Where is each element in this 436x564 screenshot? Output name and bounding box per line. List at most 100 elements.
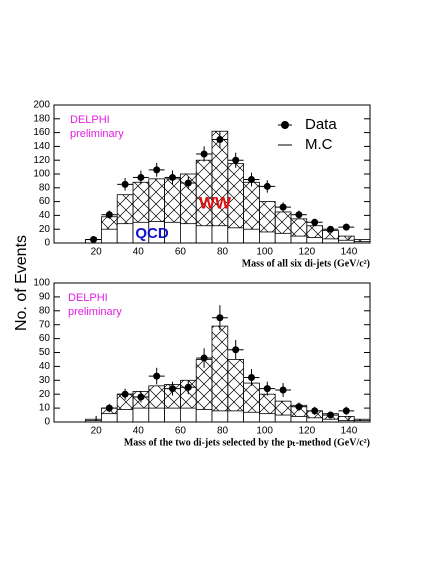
annotation: preliminary [70, 128, 124, 140]
x-axis-label: Mass of the two di-jets selected by the … [124, 437, 370, 448]
qcd-bar [211, 410, 229, 423]
x-tick-label: 20 [91, 426, 103, 437]
x-tick-label: 140 [341, 426, 358, 437]
x-tick-label: 120 [298, 426, 315, 437]
data-point [137, 393, 145, 401]
data-point [327, 411, 334, 419]
qcd-bar [306, 417, 323, 423]
annotation: preliminary [68, 306, 122, 318]
qcd-bar [290, 235, 308, 244]
qcd-bar [258, 413, 276, 423]
plot-frame [53, 282, 371, 423]
data-point [121, 180, 129, 188]
qcd-bar [258, 231, 276, 244]
data-point [105, 404, 113, 412]
x-tick-label: 60 [175, 247, 187, 258]
y-tick-label: 60 [39, 333, 51, 344]
data-point [169, 385, 176, 393]
data-point [216, 136, 224, 143]
qcd-bar [164, 407, 181, 423]
data-point [216, 314, 224, 322]
x-axis-label: Mass of all six di-jets (GeV/c²) [242, 258, 370, 269]
qcd-bar [148, 407, 166, 423]
y-tick-label: 80 [39, 305, 51, 316]
y-tick-label: 20 [39, 224, 51, 235]
x-tick-label: 40 [133, 426, 145, 437]
x-tick-label: 80 [217, 247, 229, 258]
y-tick-label: 100 [33, 169, 50, 180]
qcd-bar [243, 228, 260, 244]
y-tick-label: 20 [39, 389, 51, 400]
y-axis-label: No. of Events [13, 235, 30, 331]
data-point [105, 211, 113, 219]
data-point [121, 390, 129, 398]
data-point [327, 225, 334, 233]
y-tick-label: 60 [39, 196, 51, 207]
y-tick-label: 100 [33, 278, 50, 289]
qcd-bar [306, 237, 323, 244]
x-tick-label: 40 [133, 247, 145, 258]
data-point [232, 156, 240, 164]
qcd-bar [290, 416, 308, 423]
plot-frame [53, 104, 371, 244]
data-point [232, 346, 240, 354]
data-point [248, 176, 255, 184]
qcd-bar [322, 238, 339, 244]
data-point [279, 386, 287, 394]
y-tick-label: 0 [44, 238, 50, 249]
data-point [153, 166, 161, 174]
qcd-bar [101, 413, 118, 423]
y-tick-label: 160 [33, 127, 50, 138]
qcd-bar [195, 409, 213, 423]
data-point [169, 173, 176, 181]
data-point [90, 236, 97, 244]
x-tick-label: 140 [341, 247, 358, 258]
legend-label: M.C [305, 136, 333, 153]
data-point [184, 383, 192, 391]
y-tick-label: 70 [39, 319, 51, 330]
qcd-bar [211, 225, 229, 244]
y-tick-label: 200 [33, 100, 50, 111]
data-point [342, 223, 350, 231]
data-point [311, 218, 319, 226]
y-tick-label: 180 [33, 113, 50, 124]
data-point [295, 403, 303, 411]
y-tick-label: 0 [44, 417, 50, 428]
qcd-bar [179, 407, 197, 423]
qcd-bar [274, 414, 292, 423]
data-point [200, 354, 208, 362]
annotation: DELPHI [68, 292, 108, 304]
qcd-bar [132, 407, 150, 423]
qcd-bar [227, 227, 245, 244]
data-point [263, 182, 271, 190]
y-tick-label: 140 [33, 141, 50, 152]
y-tick-label: 120 [33, 155, 50, 166]
qcd-bar [274, 232, 292, 244]
data-point [137, 173, 145, 181]
annotation: QCD [135, 225, 169, 242]
data-point [153, 372, 161, 380]
x-tick-label: 100 [256, 247, 273, 258]
qcd-bar [243, 411, 260, 423]
x-tick-label: 80 [217, 426, 229, 437]
y-tick-label: 50 [39, 347, 51, 358]
y-tick-label: 10 [39, 403, 51, 414]
mc-bar [211, 325, 229, 423]
y-tick-label: 90 [39, 292, 51, 303]
annotation: WW [199, 193, 232, 212]
data-point [342, 407, 350, 415]
x-tick-label: 60 [175, 426, 187, 437]
data-point [263, 385, 271, 393]
qcd-bar [195, 225, 213, 244]
legend-label: Data [305, 116, 337, 133]
x-tick-label: 100 [256, 426, 273, 437]
y-tick-label: 40 [39, 210, 51, 221]
data-point [200, 150, 208, 158]
data-point [279, 203, 287, 211]
qcd-bar [227, 410, 245, 423]
qcd-bar [116, 223, 134, 244]
y-tick-label: 80 [39, 182, 51, 193]
qcd-bar [101, 228, 118, 244]
data-point [311, 407, 319, 415]
